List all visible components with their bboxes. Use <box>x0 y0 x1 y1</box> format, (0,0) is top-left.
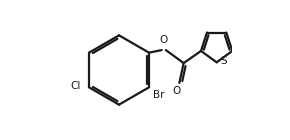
Text: O: O <box>173 86 181 96</box>
Text: O: O <box>160 35 168 45</box>
Text: S: S <box>220 56 227 66</box>
Text: Cl: Cl <box>71 81 81 91</box>
Text: Br: Br <box>153 90 165 100</box>
